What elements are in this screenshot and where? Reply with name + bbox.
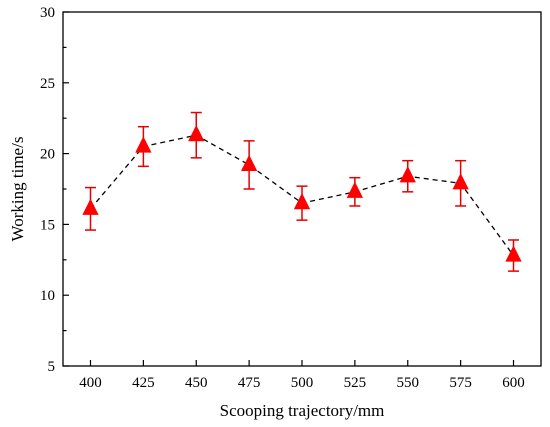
x-axis: 400 425 450 475 500 525 550 575 600	[79, 360, 525, 391]
x-tick-label: 525	[344, 375, 367, 391]
y-axis: 5 10 15 20 25 30	[40, 5, 69, 375]
y-tick-label: 10	[40, 288, 55, 304]
data-point-marker	[505, 245, 522, 262]
series-layer	[82, 111, 522, 272]
x-axis-title: Scooping trajectory/mm	[220, 401, 385, 420]
x-tick-label: 450	[185, 375, 208, 391]
data-point-marker	[135, 136, 152, 153]
x-tick-label: 425	[132, 375, 155, 391]
y-tick-label: 15	[40, 217, 55, 233]
y-tick-label: 5	[48, 359, 56, 375]
y-tick-label: 25	[40, 76, 55, 92]
x-tick-label: 550	[397, 375, 420, 391]
y-tick-label: 30	[40, 5, 55, 21]
data-point-marker	[399, 166, 416, 183]
x-tick-label: 475	[238, 375, 261, 391]
x-tick-label: 575	[449, 375, 472, 391]
x-tick-label: 600	[502, 375, 525, 391]
x-tick-label: 500	[291, 375, 314, 391]
data-point-marker	[188, 124, 205, 142]
data-point-marker	[240, 154, 258, 172]
x-tick-label: 400	[79, 375, 102, 391]
data-point-marker	[346, 181, 364, 198]
data-point-marker	[82, 198, 99, 215]
y-axis-title: Working time/s	[8, 137, 27, 242]
data-point-marker	[452, 173, 469, 190]
data-point-marker	[293, 192, 311, 210]
y-tick-label: 20	[40, 147, 55, 163]
